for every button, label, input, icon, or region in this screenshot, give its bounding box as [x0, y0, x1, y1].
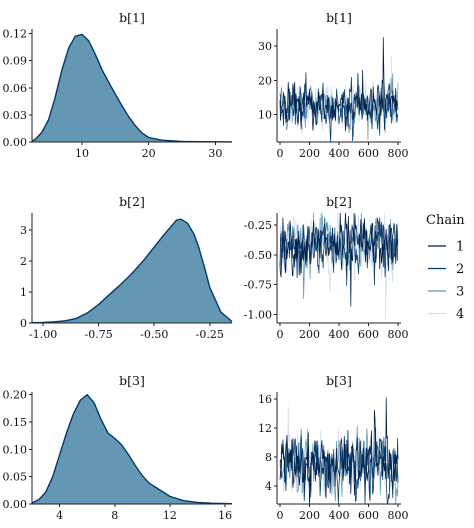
- trace-chain-2: [279, 72, 399, 143]
- legend-title: Chain: [426, 213, 465, 228]
- panel-1: b[1] 0.00 0.03 0.06 0.09 0.12 10 20 30: [3, 10, 233, 160]
- y-tick-label: 0.00: [3, 498, 28, 511]
- x-tick-label: 30: [208, 147, 222, 160]
- x-tick-label: 400: [329, 328, 350, 341]
- y-tick-label: 0.09: [3, 55, 28, 68]
- y-tick-label: 1: [20, 286, 27, 299]
- y-tick-label: 2: [20, 255, 27, 268]
- y-tick-label: 0: [20, 317, 27, 330]
- x-tick-label: -0.50: [140, 328, 168, 341]
- x-tick-label: 0: [276, 147, 283, 160]
- x-tick-label: 800: [388, 147, 409, 160]
- x-tick-label: 800: [388, 328, 409, 341]
- x-tick-label: 200: [299, 509, 320, 522]
- x-tick-label: -0.75: [85, 328, 113, 341]
- x-tick-label: 600: [358, 147, 379, 160]
- density-line: [31, 393, 233, 505]
- y-tick-label: 20: [258, 74, 272, 87]
- y-tick-label: -0.75: [244, 279, 272, 292]
- x-tick-label: 200: [299, 328, 320, 341]
- y-tick-label: -0.25: [244, 219, 272, 232]
- legend-label-chain-1: 1: [456, 240, 464, 255]
- y-tick-label: 3: [20, 224, 27, 237]
- y-tick-label: 12: [258, 422, 272, 435]
- x-tick-label: 200: [299, 147, 320, 160]
- x-tick-label: 12: [163, 509, 177, 522]
- y-tick-label: 4: [265, 480, 272, 493]
- trace-chain-1: [279, 212, 399, 307]
- x-tick-label: 10: [75, 147, 89, 160]
- panel-title: b[3]: [119, 373, 145, 388]
- x-tick-label: 20: [142, 147, 156, 160]
- legend: Chain 1 2 3 4: [426, 213, 465, 322]
- panel-title: b[1]: [119, 10, 145, 25]
- legend-label-chain-2: 2: [456, 262, 464, 277]
- x-tick-label: 0: [276, 509, 283, 522]
- x-tick-label: -0.25: [196, 328, 224, 341]
- legend-label-chain-3: 3: [456, 285, 464, 300]
- panel-5: b[3] 0.00 0.05 0.10 0.15 0.20 4 8 12 16: [3, 373, 233, 522]
- x-tick-label: 16: [218, 509, 232, 522]
- y-tick-label: -0.50: [244, 249, 272, 262]
- y-tick-label: 0.20: [3, 389, 28, 402]
- panel-6: b[3] 4 8 12 16 0 200 400 600 800: [258, 373, 409, 522]
- x-tick-label: 600: [358, 509, 379, 522]
- y-tick-label: 0.06: [3, 82, 28, 95]
- y-tick-label: 30: [258, 40, 272, 53]
- x-tick-label: 600: [358, 328, 379, 341]
- trace-chain-1: [279, 397, 399, 505]
- x-tick-label: 4: [56, 509, 63, 522]
- y-tick-label: 8: [265, 451, 272, 464]
- density-line: [31, 218, 233, 324]
- x-tick-label: 400: [329, 509, 350, 522]
- trace-chain-2: [279, 217, 399, 286]
- panel-title: b[2]: [326, 194, 352, 209]
- x-tick-label: -1.00: [29, 328, 57, 341]
- y-tick-label: 0.00: [3, 136, 28, 149]
- y-tick-label: 0.10: [3, 443, 28, 456]
- density-fill: [32, 34, 232, 142]
- trace-chain-3: [279, 425, 399, 505]
- y-tick-label: 10: [258, 109, 272, 122]
- trace-chain-1: [279, 37, 399, 132]
- y-tick-label: 0.15: [3, 416, 28, 429]
- panel-title: b[1]: [326, 10, 352, 25]
- y-tick-label: 0.05: [3, 471, 28, 484]
- panel-2: b[1] 10 20 30 0 200 400 600 800: [258, 10, 409, 160]
- y-tick-label: 16: [258, 393, 272, 406]
- density-line: [31, 33, 233, 143]
- panel-4: b[2] -1.00 -0.75 -0.50 -0.25 0 200 400 600 800: [244, 194, 409, 341]
- x-tick-label: 400: [329, 147, 350, 160]
- density-fill: [32, 394, 232, 504]
- panel-title: b[2]: [119, 194, 145, 209]
- x-tick-label: 800: [388, 509, 409, 522]
- y-tick-label: 0.12: [3, 28, 28, 41]
- legend-label-chain-4: 4: [456, 307, 464, 322]
- panel-3: b[2] 0 1 2 3 -1.00 -0.75 -0.50 -0.25: [20, 194, 233, 341]
- y-tick-label: 0.03: [3, 109, 28, 122]
- x-tick-label: 0: [276, 328, 283, 341]
- density-fill: [32, 219, 232, 323]
- panel-title: b[3]: [326, 373, 352, 388]
- x-tick-label: 8: [111, 509, 118, 522]
- y-tick-label: -1.00: [244, 309, 272, 322]
